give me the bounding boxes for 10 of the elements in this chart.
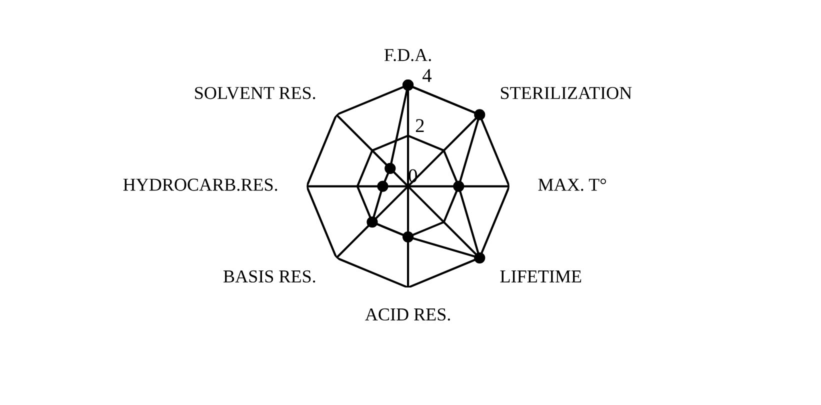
spoke-label: LIFETIME: [500, 270, 582, 282]
spoke-label: ACID RES.: [365, 308, 450, 321]
spoke-label: BASIS RES.: [224, 270, 316, 283]
spoke-label: SOLVENT RES.: [195, 86, 316, 100]
spoke-label: MAX. T°: [538, 178, 606, 191]
spoke-label: STERILIZATION: [500, 86, 632, 100]
y-tick-label: 4: [422, 69, 432, 82]
y-tick-label: 2: [416, 119, 424, 132]
spoke-label: F.D.A.: [384, 49, 431, 62]
spoke-label: HYDROCARB.RES.: [123, 178, 278, 191]
